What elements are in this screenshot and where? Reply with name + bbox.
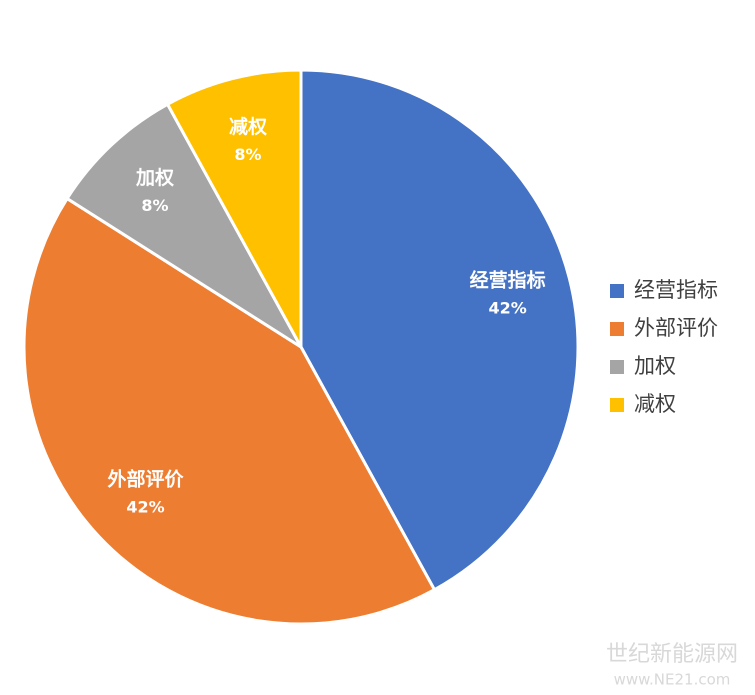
pie-slice [299,68,580,592]
legend-swatch [610,360,624,374]
legend-label: 减权 [634,392,676,416]
legend-label: 外部评价 [634,316,718,340]
pie-slice [165,68,303,348]
slice-label: 减权 [229,115,267,138]
legend-swatch [610,398,624,412]
pie-slice [22,196,437,626]
legend-swatch [610,284,624,298]
pie-slice [65,102,303,349]
watermark: 世纪新能源网 [606,642,738,667]
slice-value-label: 42% [488,298,526,317]
slice-label: 经营指标 [470,268,546,291]
slice-value-label: 42% [126,498,164,517]
slice-value-label: 8% [234,145,261,164]
legend-label: 加权 [634,354,676,378]
slice-label: 加权 [135,166,174,189]
legend-swatch [610,322,624,336]
legend-label: 经营指标 [634,278,718,302]
watermark-url: www.NE21.com [614,671,731,689]
slice-label: 外部评价 [108,468,185,491]
slice-value-label: 8% [141,196,168,215]
